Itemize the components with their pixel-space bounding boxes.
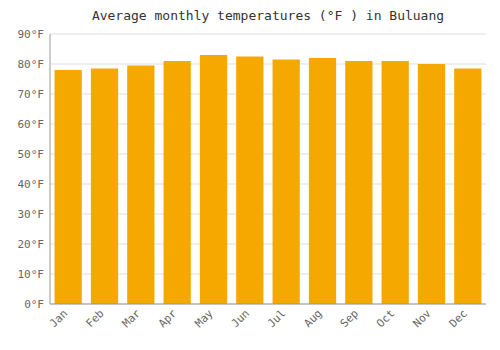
y-tick-label: 0°F — [24, 298, 44, 311]
y-tick-label: 60°F — [18, 118, 45, 131]
bar — [454, 69, 481, 305]
grid-line — [50, 304, 486, 305]
x-axis: Jan Feb Mar Apr May Jun Jul Aug Sep Oct Nov Dec — [47, 307, 470, 331]
bar — [200, 55, 227, 304]
bar — [273, 60, 300, 305]
chart: Average monthly temperatures (°F ) in Bu… — [0, 0, 500, 350]
y-tick-label: 10°F — [18, 268, 45, 281]
x-tick-label: Feb — [83, 307, 106, 330]
x-tick-label: Mar — [120, 307, 144, 331]
x-tick-label: Apr — [156, 307, 180, 331]
x-tick-label: Jun — [229, 307, 252, 330]
bar — [127, 66, 154, 305]
chart-container: Average monthly temperatures (°F ) in Bu… — [0, 0, 500, 350]
x-axis-line — [50, 304, 486, 305]
y-tick-label: 70°F — [18, 88, 45, 101]
bar — [91, 69, 118, 305]
y-tick-label: 90°F — [18, 28, 45, 41]
y-tick-label: 30°F — [18, 208, 45, 221]
x-tick-label: Oct — [374, 307, 397, 330]
y-tick-label: 20°F — [18, 238, 45, 251]
y-axis-line — [50, 34, 51, 304]
grid-line — [50, 34, 486, 35]
x-tick-label: Jul — [265, 307, 288, 330]
bar — [309, 58, 336, 304]
bar — [55, 70, 82, 304]
x-tick-label: Sep — [338, 307, 361, 330]
y-tick-label: 50°F — [18, 148, 45, 161]
bar — [418, 64, 445, 304]
x-tick-label: Aug — [301, 307, 324, 330]
bar — [236, 57, 263, 305]
bar — [382, 61, 409, 304]
y-tick-label: 40°F — [18, 178, 45, 191]
title: Average monthly temperatures (°F ) in Bu… — [92, 8, 444, 23]
bar — [345, 61, 372, 304]
y-tick-label: 80°F — [18, 58, 45, 71]
x-tick-label: Dec — [447, 307, 470, 330]
bars — [55, 55, 482, 304]
y-axis: 0°F 10°F 20°F 30°F 40°F 50°F 60°F 70°F 80°F 90°F — [18, 28, 487, 311]
bar — [164, 61, 191, 304]
x-tick-label: Jan — [47, 307, 70, 330]
x-tick-label: Nov — [410, 307, 434, 331]
x-tick-label: May — [192, 307, 216, 331]
